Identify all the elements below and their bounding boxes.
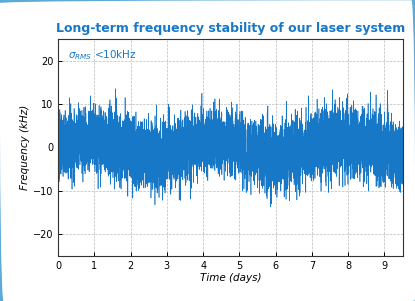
- Title: Long-term frequency stability of our laser system: Long-term frequency stability of our las…: [56, 22, 405, 35]
- Text: $\sigma_{RMS}$ <10kHz: $\sigma_{RMS}$ <10kHz: [68, 48, 137, 62]
- X-axis label: Time (days): Time (days): [200, 274, 261, 284]
- Y-axis label: Frequency (kHz): Frequency (kHz): [20, 105, 30, 190]
